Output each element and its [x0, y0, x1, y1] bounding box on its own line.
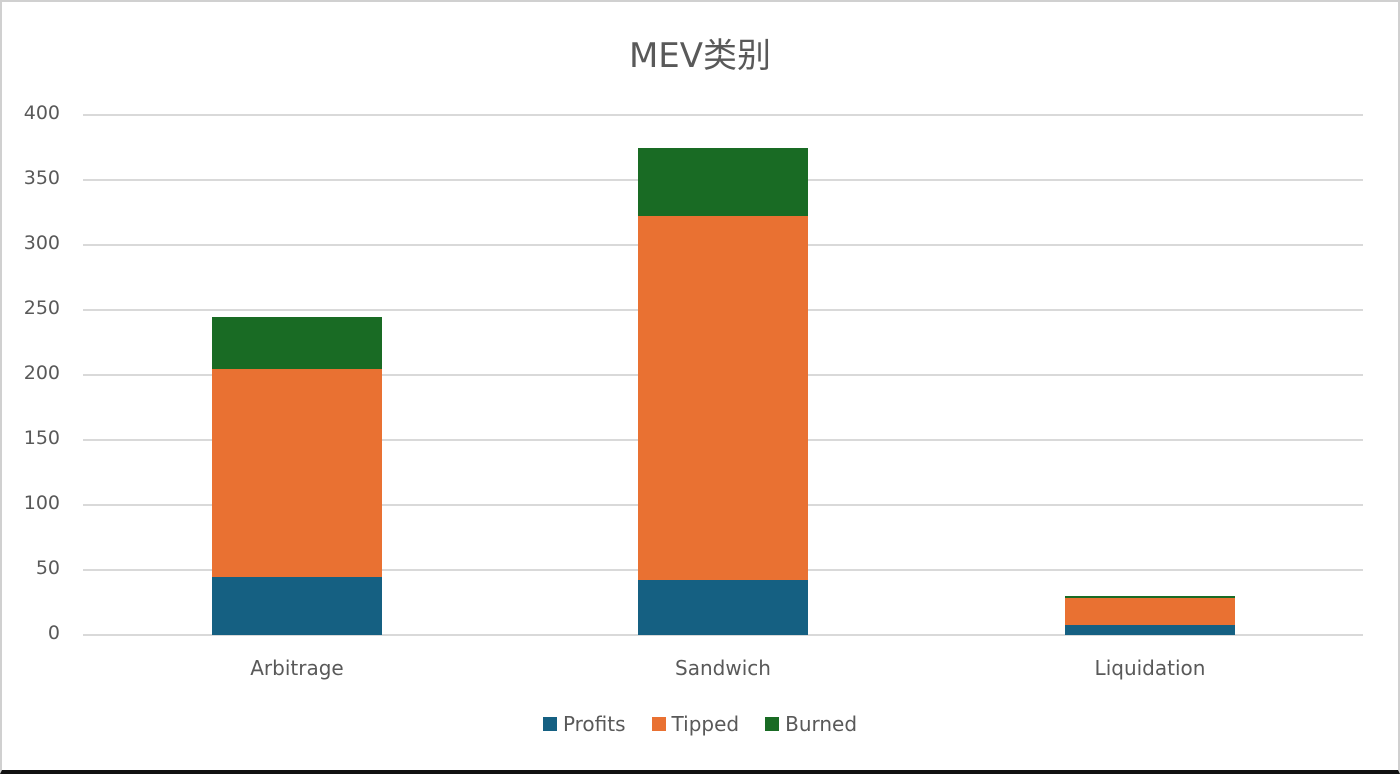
legend-swatch-icon: [542, 717, 557, 731]
bar-segment-profits: [212, 576, 382, 635]
bar-segment-burned: [212, 316, 382, 369]
y-tick-label: 0: [47, 622, 60, 644]
y-tick-label: 350: [23, 167, 60, 189]
legend-swatch-icon: [765, 717, 780, 731]
x-tick-label: Liquidation: [1094, 656, 1206, 680]
y-tick-label: 50: [35, 557, 60, 579]
bar-segment-profits: [1065, 625, 1235, 635]
bar-segment-tipped: [1065, 597, 1235, 626]
legend-item-burned: Burned: [765, 712, 857, 736]
x-tick-label: Sandwich: [675, 656, 771, 680]
gridline: [83, 634, 1363, 636]
legend-swatch-icon: [651, 717, 666, 731]
bar-segment-tipped: [212, 368, 382, 577]
bar-segment-tipped: [638, 216, 808, 581]
y-tick-label: 100: [23, 492, 60, 514]
y-tick-label: 400: [23, 102, 60, 124]
y-tick-label: 150: [23, 427, 60, 449]
legend-label: Profits: [562, 712, 626, 736]
x-tick-label: Arbitrage: [250, 656, 344, 680]
bar-segment-profits: [638, 580, 808, 635]
y-tick-label: 200: [23, 362, 60, 384]
y-tick-label: 250: [23, 297, 60, 319]
legend-label: Tipped: [671, 712, 740, 736]
legend: Profits Tipped Burned: [0, 712, 1400, 736]
bar-segment-burned: [1065, 596, 1235, 598]
legend-item-tipped: Tipped: [651, 712, 740, 736]
y-tick-label: 300: [23, 232, 60, 254]
bar-segment-burned: [638, 147, 808, 217]
legend-item-profits: Profits: [542, 712, 626, 736]
chart-title: MEV类别: [628, 36, 772, 76]
gridline: [83, 114, 1363, 116]
legend-label: Burned: [785, 712, 858, 736]
